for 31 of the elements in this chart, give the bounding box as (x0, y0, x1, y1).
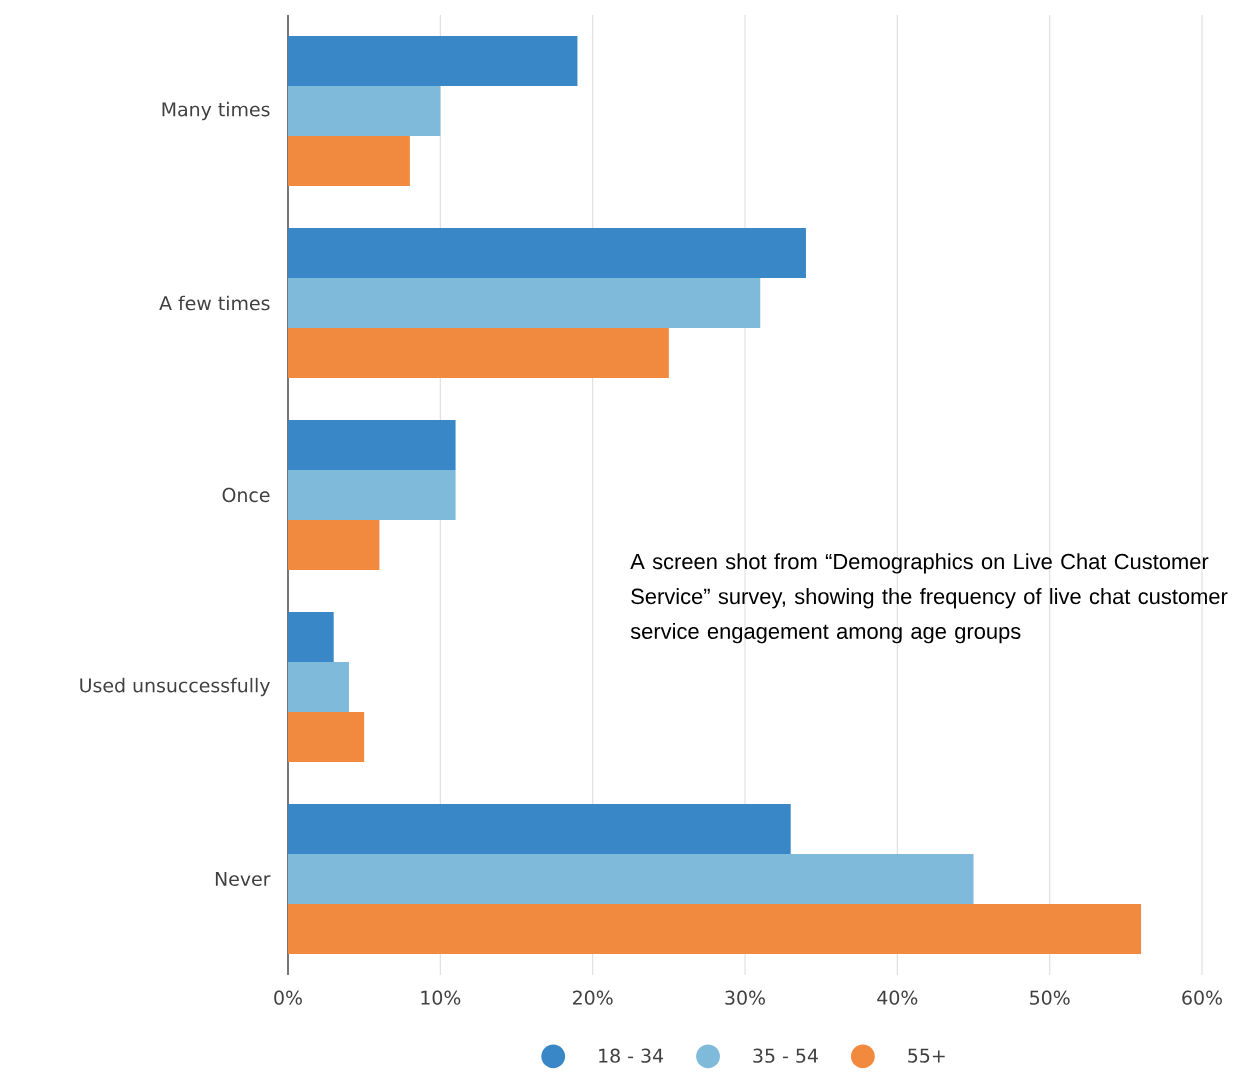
bar (288, 804, 791, 854)
bar (288, 420, 456, 470)
bar (288, 904, 1142, 954)
bar (288, 328, 669, 378)
y-tick-label: Once (222, 487, 270, 503)
x-tick-label: 0% (274, 990, 302, 1005)
x-tick-label: 20% (573, 990, 613, 1005)
legend-label: 35 - 54 (753, 1048, 818, 1063)
x-tick-label: 30% (725, 990, 765, 1005)
bar (288, 136, 410, 186)
bar (288, 470, 456, 520)
y-tick-label: Never (215, 871, 271, 887)
bar (288, 612, 334, 662)
y-tick-label: Many times (162, 101, 270, 121)
bar (288, 36, 578, 86)
legend-label: 55+ (908, 1048, 945, 1063)
x-tick-label: 40% (877, 990, 918, 1005)
bar (288, 278, 761, 328)
x-tick-label: 60% (1182, 990, 1222, 1005)
x-tick-label: 10% (421, 990, 461, 1005)
legend-label: 18 - 34 (599, 1048, 664, 1063)
bar (288, 662, 349, 712)
x-tick-label: 50% (1030, 990, 1070, 1005)
bar (288, 227, 806, 278)
annotation: A screen shot from “Demographics on Live Chat Customer Service” survey, showing the frequency of live chat customer service engagement among age groups (630, 553, 1228, 644)
bar (288, 86, 441, 136)
bar (288, 854, 974, 904)
y-tick-label: A few times (159, 295, 270, 311)
y-tick-label: Used unsuccessfully (80, 677, 270, 697)
bar (288, 712, 365, 762)
bar (288, 520, 380, 570)
